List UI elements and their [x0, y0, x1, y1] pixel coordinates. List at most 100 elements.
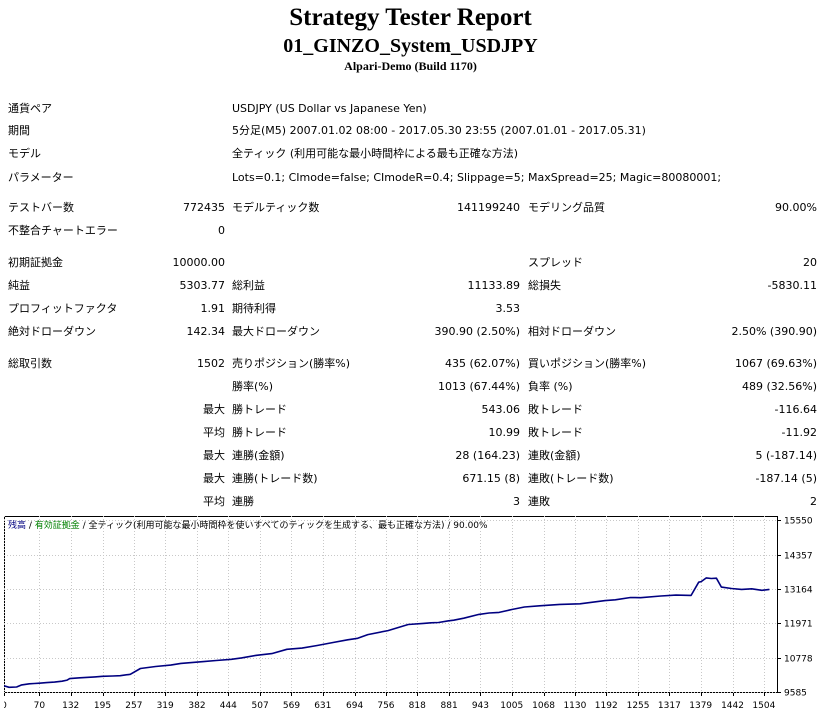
bars-value: 772435	[183, 201, 225, 214]
rel-drawdown-label: 相対ドローダウン	[528, 325, 616, 338]
avg-consecutive-wins-value: 3	[513, 495, 520, 508]
avg-win-value: 10.99	[488, 426, 521, 439]
gross-profit-value: 11133.89	[467, 279, 521, 292]
gross-loss-value: -5830.11	[767, 279, 817, 292]
params-value: Lots=0.1; CImode=false; CImodeR=0.4; Sli…	[232, 171, 722, 184]
x-tick-label: 694	[346, 701, 363, 711]
short-positions-value: 435 (62.07%)	[444, 357, 520, 370]
avg-consecutive-wins-label: 連勝	[232, 495, 254, 508]
balance-line	[4, 577, 770, 689]
legend-separator: /	[26, 521, 35, 531]
profit-factor-label: プロフィットファクタ	[8, 302, 118, 315]
x-tick-label: 943	[472, 701, 489, 711]
spread-value: 20	[803, 256, 817, 269]
deposit-label: 初期証拠金	[8, 256, 63, 269]
x-tick-label: 1317	[658, 701, 681, 711]
model-label: モデル	[8, 147, 41, 160]
legend-description: / 全ティック(利用可能な最小時間枠を使いすべてのティックを生成する、最も正確な…	[79, 521, 488, 531]
largest-win-value: 543.06	[481, 403, 521, 416]
consecutive-losses-money-label: 連敗(金額)	[528, 449, 581, 462]
max-consecutive-count-label: 最大	[203, 472, 225, 485]
consecutive-wins-money-value: 28 (164.23)	[455, 449, 520, 462]
max-consecutive-label: 最大	[203, 449, 225, 462]
x-tick-label: 756	[377, 701, 394, 711]
ticks-value: 141199240	[457, 201, 520, 214]
mismatch-label: 不整合チャートエラー	[8, 224, 118, 237]
x-tick-label: 70	[34, 701, 46, 711]
x-tick-label: 1068	[532, 701, 555, 711]
average-label: 平均	[203, 426, 225, 439]
consecutive-loss-count-value: -187.14 (5)	[755, 472, 817, 485]
plot-frame	[4, 516, 778, 693]
bars-label: テストバー数	[8, 201, 74, 214]
period-value: 5分足(M5) 2007.01.02 08:00 - 2017.05.30 23…	[232, 124, 646, 137]
mismatch-value: 0	[218, 224, 225, 237]
short-positions-label: 売りポジション(勝率%)	[232, 357, 351, 370]
x-tick-label: 1255	[627, 701, 650, 711]
largest-win-label: 勝トレード	[232, 403, 287, 416]
long-positions-label: 買いポジション(勝率%)	[528, 357, 647, 370]
symbol-value: USDJPY (US Dollar vs Japanese Yen)	[232, 102, 427, 115]
x-tick-label: 631	[314, 701, 331, 711]
y-tick-label: 9585	[784, 689, 807, 699]
net-profit-value: 5303.77	[179, 279, 226, 292]
x-tick-label: 132	[62, 701, 79, 711]
chart-legend: 残高 / 有効証拠金 / 全ティック(利用可能な最小時間枠を使いすべてのティック…	[8, 520, 488, 532]
consecutive-wins-money-label: 連勝(金額)	[232, 449, 285, 462]
max-drawdown-label: 最大ドローダウン	[232, 325, 320, 338]
x-tick-label: 507	[252, 701, 269, 711]
y-tick-label: 15550	[784, 517, 813, 527]
largest-loss-value: -116.64	[774, 403, 817, 416]
y-tick-label: 10778	[784, 655, 813, 665]
avg-consecutive-losses-value: 2	[810, 495, 817, 508]
avg-consecutive-losses-label: 連敗	[528, 495, 550, 508]
abs-drawdown-value: 142.34	[186, 325, 226, 338]
legend-balance: 残高	[8, 521, 27, 531]
x-tick-label: 569	[283, 701, 300, 711]
net-profit-label: 純益	[8, 279, 30, 292]
x-tick-label: 444	[220, 701, 237, 711]
gross-loss-label: 総損失	[528, 279, 561, 292]
period-label: 期間	[8, 124, 30, 137]
x-tick-label: 319	[157, 701, 174, 711]
gross-profit-label: 総利益	[232, 279, 265, 292]
y-tick-label: 14357	[784, 552, 813, 562]
win-rate-value: 1013 (67.44%)	[437, 380, 520, 393]
consecutive-loss-count-label: 連敗(トレード数)	[528, 472, 614, 485]
max-drawdown-value: 390.90 (2.50%)	[434, 325, 520, 338]
quality-value: 90.00%	[775, 201, 817, 214]
report-title: Strategy Tester Report	[289, 4, 532, 31]
ticks-label: モデルティック数	[232, 201, 320, 214]
x-tick-label: 818	[409, 701, 426, 711]
model-value: 全ティック (利用可能な最小時間枠による最も正確な方法)	[232, 147, 519, 160]
x-tick-label: 1504	[752, 701, 775, 711]
long-positions-value: 1067 (69.63%)	[734, 357, 817, 370]
win-rate-label: 勝率(%)	[232, 380, 274, 393]
largest-loss-label: 敗トレード	[528, 403, 583, 416]
average-consecutive-label: 平均	[203, 495, 225, 508]
balance-chart: 0 70 132 195 257 319 382 444 507 569 631 694 756 818 8…	[4, 516, 813, 711]
x-tick-label: 1130	[563, 701, 586, 711]
x-tick-label: 195	[94, 701, 111, 711]
x-tick-label: 881	[441, 701, 458, 711]
quality-label: モデリング品質	[528, 201, 605, 214]
y-tick-label: 11971	[784, 620, 813, 630]
consecutive-profit-count-value: 671.15 (8)	[462, 472, 520, 485]
x-tick-label: 1005	[500, 701, 523, 711]
x-tick-label: 1379	[689, 701, 712, 711]
report-subtitle: 01_GINZO_System_USDJPY	[283, 35, 538, 57]
x-tick-label: 257	[125, 701, 142, 711]
largest-label: 最大	[203, 403, 225, 416]
x-tick-label: 1442	[721, 701, 744, 711]
expected-payoff-value: 3.53	[495, 302, 521, 315]
deposit-value: 10000.00	[172, 256, 226, 269]
x-tick-label: 1192	[595, 701, 618, 711]
x-tick-label: 382	[188, 701, 205, 711]
x-tick-label: 0	[4, 701, 7, 711]
symbol-label: 通貨ペア	[8, 102, 52, 115]
total-trades-value: 1502	[197, 357, 225, 370]
y-tick-label: 13164	[784, 586, 813, 596]
avg-loss-label: 敗トレード	[528, 426, 583, 439]
report-server: Alpari-Demo (Build 1170)	[344, 59, 477, 73]
abs-drawdown-label: 絶対ドローダウン	[8, 325, 96, 338]
